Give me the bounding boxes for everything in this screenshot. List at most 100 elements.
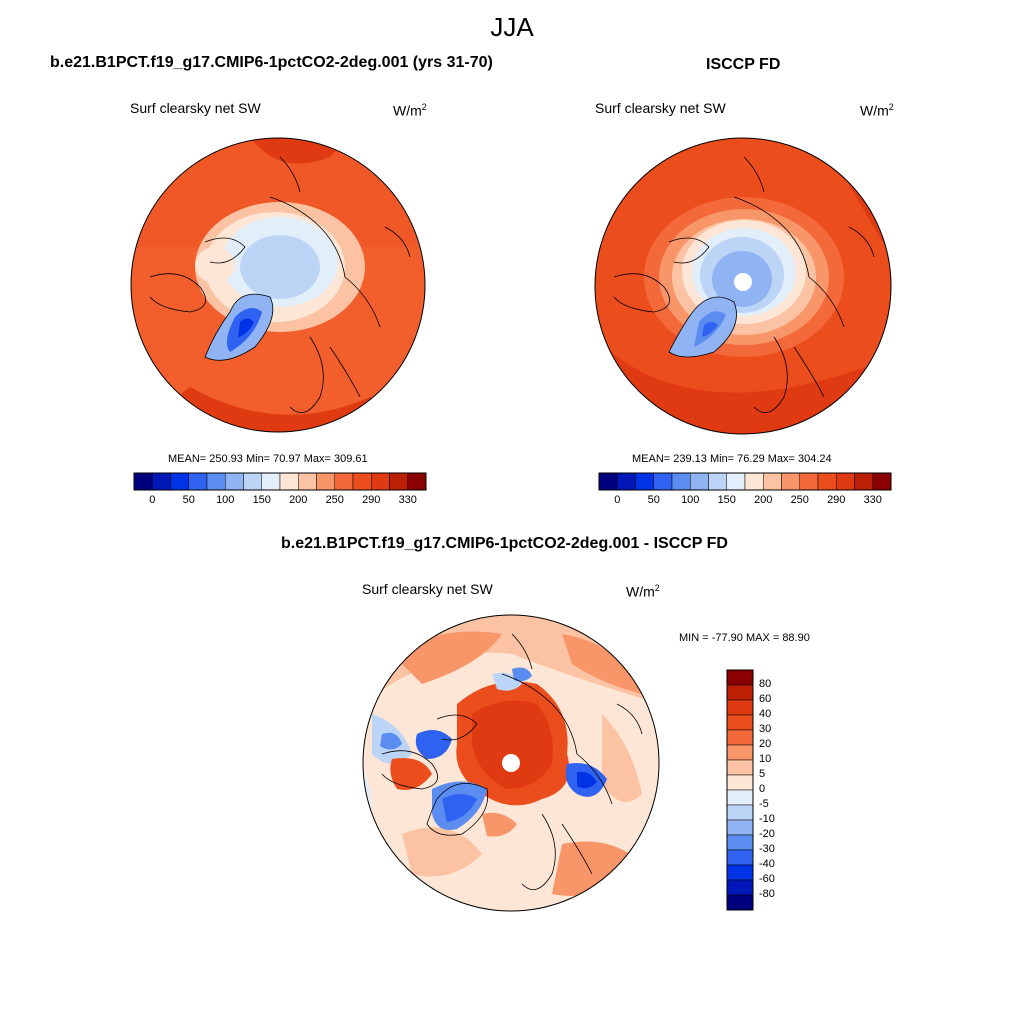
colorbar-swatch [334,472,354,491]
colorbar-tick-label: 50 [647,494,660,506]
colorbar-tick-label: -30 [759,843,775,855]
colorbar-tick-label: -20 [759,828,775,840]
colorbar-swatch [726,789,754,806]
colorbar-swatch [726,759,754,776]
panel3-units: W/m2 [626,583,660,600]
colorbar-swatch [726,894,754,911]
panel1-variable: Surf clearsky net SW [130,100,261,116]
colorbar-panel2 [598,472,892,491]
colorbar-tick-label: 250 [790,494,809,506]
colorbar-swatch [854,472,873,491]
colorbar-tick-label: 10 [759,753,772,765]
colorbar-swatch [206,472,226,491]
panel3-stats: MIN = -77.90 MAX = 88.90 [679,632,810,644]
panel2-title: ISCCP FD [706,56,781,73]
colorbar-swatch [799,472,819,491]
colorbar-swatch [407,472,427,491]
colorbar-tick-label: 330 [863,494,882,506]
colorbar-swatch [279,472,299,491]
panel3-title: b.e21.B1PCT.f19_g17.CMIP6-1pctCO2-2deg.0… [281,535,728,552]
colorbar-tick-label: 0 [149,494,156,506]
colorbar-tick-label: 100 [216,494,235,506]
colorbar-tick-label: -10 [759,813,775,825]
panel2-stats: MEAN= 239.13 Min= 76.29 Max= 304.24 [632,453,832,465]
panel2-units: W/m2 [860,102,894,119]
map-panel1 [130,137,426,433]
colorbar-tick-label: 250 [325,494,344,506]
colorbar-swatch [763,472,782,491]
colorbar-tick-label: 40 [759,708,772,720]
colorbar-swatch [726,834,754,851]
colorbar-swatch [726,472,746,491]
colorbar-swatch [598,472,618,491]
colorbar-swatch [316,472,335,491]
colorbar-tick-label: 80 [759,678,772,690]
colorbar-swatch [225,472,244,491]
colorbar-tick-label: 0 [759,783,766,795]
colorbar-swatch [726,699,754,716]
colorbar-swatch [389,472,408,491]
colorbar-swatch [726,864,754,881]
colorbar-swatch [617,472,636,491]
colorbar-swatch [817,472,837,491]
colorbar-tick-label: 0 [614,494,621,506]
colorbar-tick-label: 330 [398,494,417,506]
colorbar-frame [598,472,892,491]
colorbar-tick-label: 150 [252,494,271,506]
colorbar-tick-label: 50 [182,494,195,506]
colorbar-frame [133,472,427,491]
colorbar-swatch [726,669,754,686]
colorbar-swatch [352,472,372,491]
colorbar-tick-label: -5 [759,798,769,810]
colorbar-swatch [726,819,754,836]
colorbar-swatch [708,472,727,491]
colorbar-tick-label: -80 [759,888,775,900]
colorbar-swatch [726,879,754,896]
colorbar-swatch [726,714,754,731]
colorbar-swatch [726,804,754,821]
colorbar-tick-label: -60 [759,873,775,885]
colorbar-swatch [836,472,855,491]
colorbar-swatch [726,849,754,866]
colorbar-swatch [298,472,317,491]
colorbar-swatch [133,472,153,491]
colorbar-tick-label: 200 [754,494,773,506]
panel1-title: b.e21.B1PCT.f19_g17.CMIP6-1pctCO2-2deg.0… [50,54,493,71]
colorbar-panel3 [726,669,754,911]
colorbar-swatch [744,472,764,491]
colorbar-swatch [243,472,262,491]
colorbar-swatch [726,729,754,746]
colorbar-swatch [653,472,673,491]
panel3-variable: Surf clearsky net SW [362,581,493,597]
colorbar-tick-label: -40 [759,858,775,870]
colorbar-swatch [188,472,208,491]
map-panel2 [594,137,892,435]
colorbar-swatch [635,472,654,491]
panel1-stats: MEAN= 250.93 Min= 70.97 Max= 309.61 [168,453,368,465]
colorbar-swatch [726,684,754,701]
panel2-variable: Surf clearsky net SW [595,100,726,116]
panel1-units: W/m2 [393,102,427,119]
figure-title: JJA [490,12,534,42]
colorbar-swatch [371,472,390,491]
colorbar-swatch [781,472,800,491]
colorbar-tick-label: 100 [681,494,700,506]
colorbar-panel1 [133,472,427,491]
colorbar-tick-label: 290 [362,494,381,506]
colorbar-tick-label: 20 [759,738,772,750]
colorbar-tick-label: 200 [289,494,308,506]
colorbar-swatch [152,472,171,491]
colorbar-swatch [261,472,281,491]
colorbar-tick-label: 30 [759,723,772,735]
colorbar-swatch [726,774,754,791]
colorbar-tick-label: 290 [827,494,846,506]
colorbar-swatch [690,472,709,491]
colorbar-swatch [671,472,691,491]
map-panel3 [362,614,660,912]
colorbar-tick-label: 5 [759,768,766,780]
colorbar-swatch [726,744,754,761]
colorbar-swatch [872,472,892,491]
colorbar-swatch [170,472,189,491]
colorbar-frame [726,669,754,911]
colorbar-tick-label: 60 [759,693,772,705]
